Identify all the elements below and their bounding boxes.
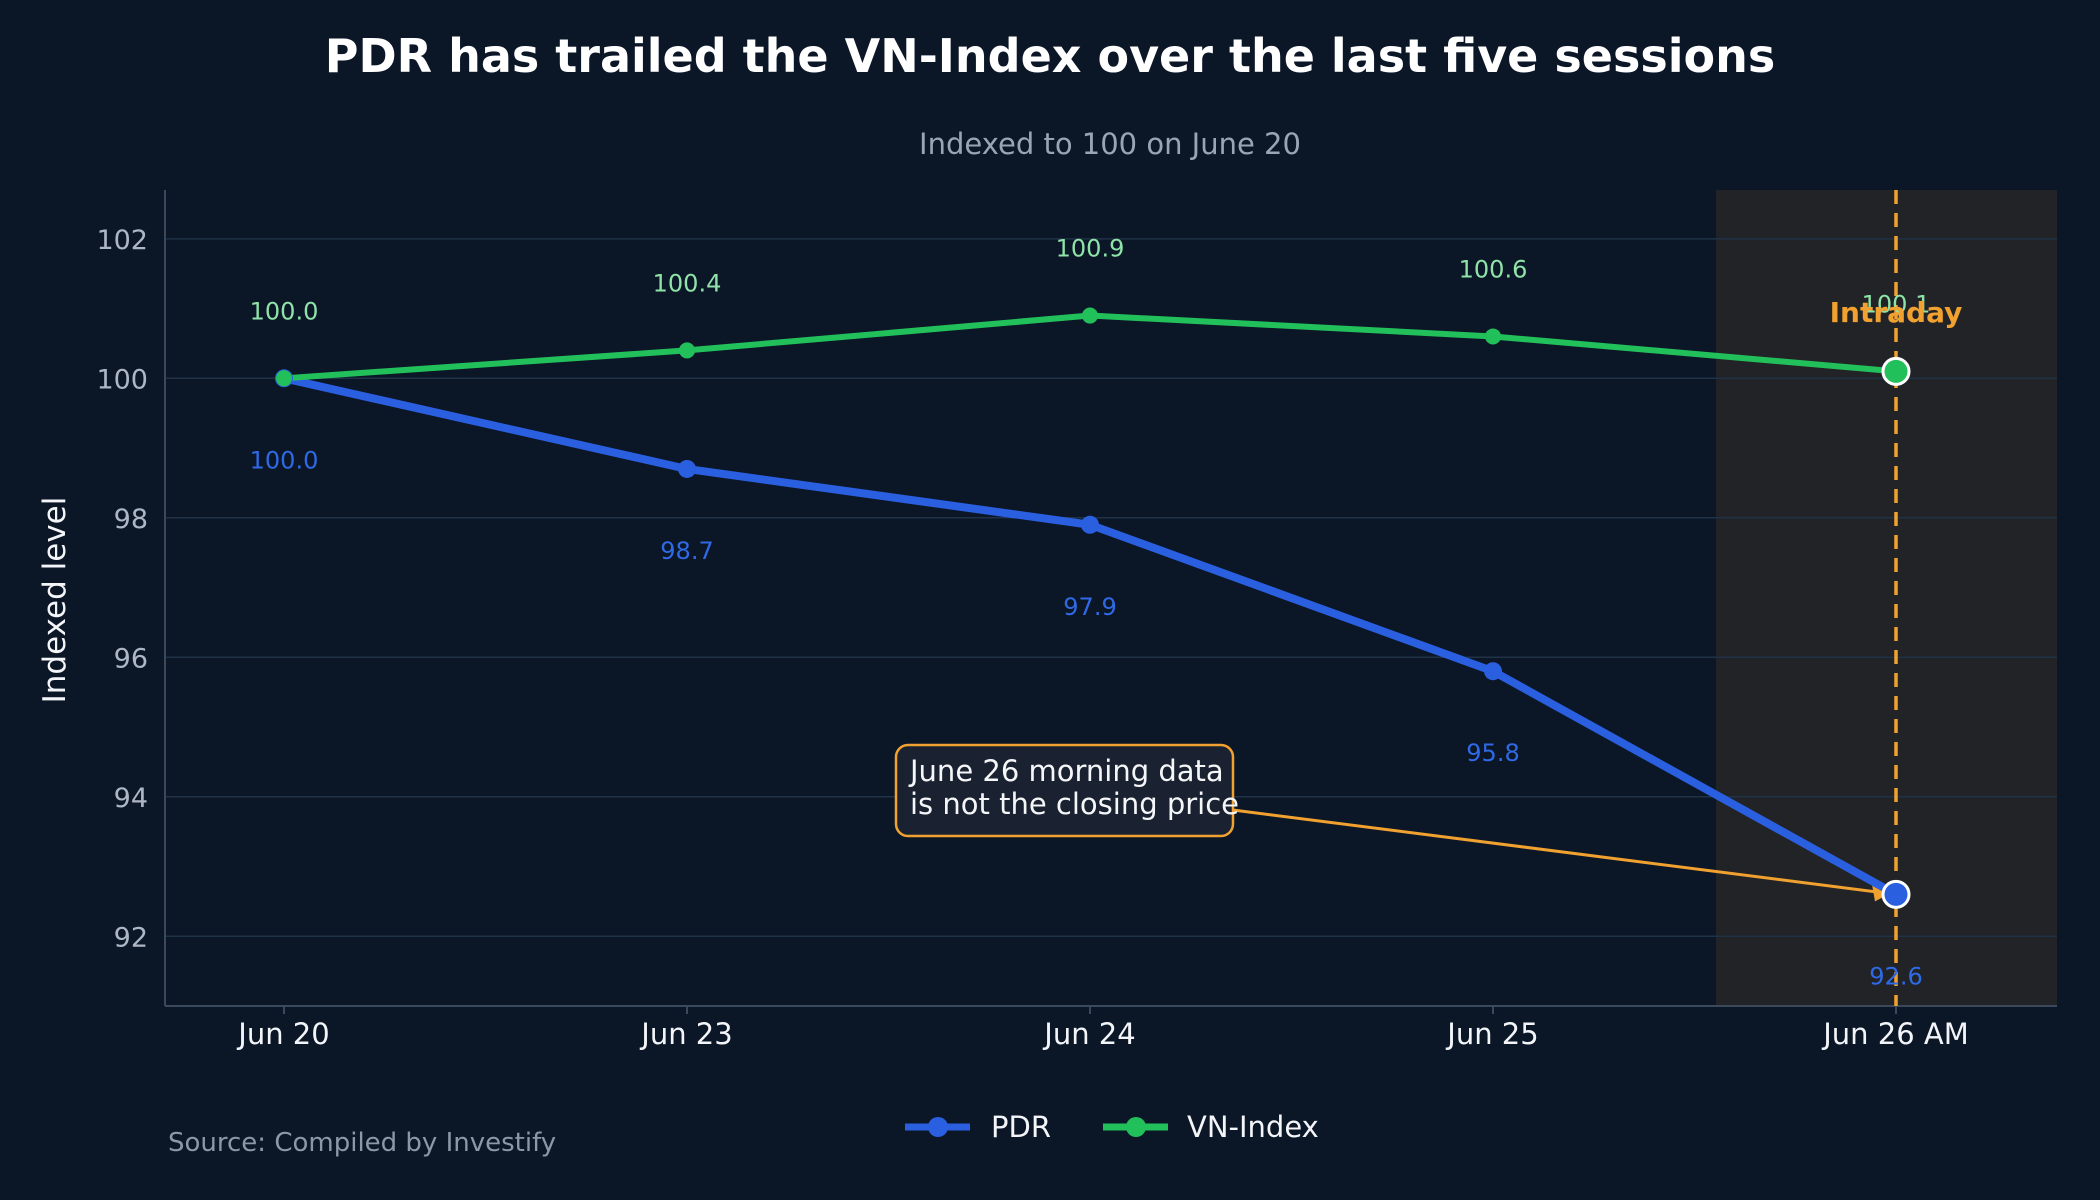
legend-pdr-label: PDR [991,1110,1051,1144]
legend-vn-index-label: VN-Index [1187,1110,1319,1144]
data-label-vn-index-jun-20: 100.0 [250,297,319,325]
annotation-arrowhead [1872,884,1890,902]
point-vn-index-jun-25 [1485,328,1501,345]
y-tick-label-92: 92 [114,922,148,953]
point-pdr-jun-25 [1484,662,1502,681]
intraday-band [1716,190,2057,1006]
x-tick-label-jun-26-am: Jun 26 AM [1821,1017,1969,1051]
y-tick-label-102: 102 [96,225,148,256]
chart-subtitle: Indexed to 100 on June 20 [919,127,1301,161]
point-pdr-jun-23 [678,459,696,478]
series-line-vn-index [281,312,1899,382]
data-label-vn-index-jun-23: 100.4 [653,269,722,297]
y-tick-label-94: 94 [114,783,148,814]
plot-area: 92 94 96 98 100 102 Jun 20 Jun 23 Jun 24 Jun 25 Ju… [96,190,2057,1051]
point-vn-index-jun-24 [1082,307,1098,324]
data-label-pdr-jun-24: 97.9 [1063,593,1116,621]
point-pdr-jun-24 [1081,515,1099,534]
legend-vn-index-marker [1126,1117,1146,1137]
x-tick-label-jun-23: Jun 23 [639,1017,732,1051]
y-tick-label-100: 100 [96,364,148,395]
legend-item-pdr[interactable]: PDR [905,1110,1051,1144]
x-tick-label-jun-20: Jun 20 [236,1017,329,1051]
y-tick-label-96: 96 [114,643,148,674]
annotation-box [894,743,1235,838]
point-vn-index-jun-26-am [1881,356,1911,386]
data-label-pdr-jun-20: 100.0 [250,446,319,474]
x-tick-label-jun-24: Jun 24 [1042,1017,1135,1051]
annotation-text-line-1: June 26 morning data [908,754,1224,788]
data-label-pdr-jun-23: 98.7 [660,537,713,565]
y-tick-label-98: 98 [114,504,148,535]
legend-pdr-marker [928,1117,948,1137]
data-label-vn-index-jun-25: 100.6 [1459,255,1528,283]
data-label-vn-index-jun-24: 100.9 [1056,235,1125,263]
point-pdr-jun-26-am [1881,879,1911,909]
data-label-vn-index-jun-26-am: 100.1 [1862,290,1931,318]
point-vn-index-jun-23 [679,342,695,359]
data-label-pdr-jun-25: 95.8 [1466,739,1519,767]
point-vn-index-jun-20 [276,370,292,387]
x-tick-label-jun-25: Jun 25 [1445,1017,1538,1051]
source-note: Source: Compiled by Investify [168,1128,556,1158]
annotation-text-line-2: is not the closing price [910,787,1239,821]
legend-item-vn-index[interactable]: VN-Index [1103,1110,1319,1144]
legend: PDR VN-Index [905,1110,1319,1144]
data-label-pdr-jun-26-am: 92.6 [1869,962,1922,990]
annotation-arrow [1232,808,1889,895]
y-axis-label: Indexed level [37,497,73,704]
intraday-label: Intraday [1830,296,1963,329]
chart-title: PDR has trailed the VN-Index over the la… [325,29,1775,83]
